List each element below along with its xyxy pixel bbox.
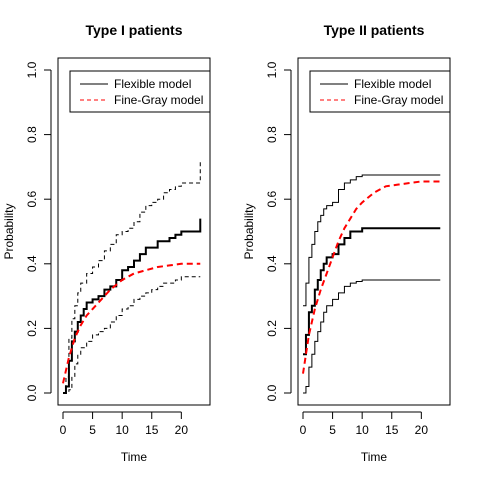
legend: Flexible model Fine-Gray model — [309, 70, 451, 113]
x-tick-label: 0 — [300, 423, 307, 437]
y-tick-label: 0.8 — [25, 126, 39, 143]
y-tick-label: 1.0 — [25, 61, 39, 78]
y-tick-label: 0.6 — [25, 191, 39, 208]
legend-box — [309, 70, 451, 113]
legend-label: Fine-Gray model — [354, 93, 443, 107]
y-tick-label: 0.2 — [265, 320, 279, 337]
chart-title: Type II patients — [324, 22, 425, 38]
x-tick-label: 10 — [355, 423, 369, 437]
series-line-flexible-upper — [63, 160, 201, 394]
y-tick-label: 0.4 — [25, 255, 39, 272]
x-tick-label: 15 — [145, 423, 159, 437]
y-axis: 0.0 0.2 0.4 0.6 0.8 1.0 Probability — [2, 61, 52, 401]
x-axis: 0 5 10 15 20 Time — [300, 411, 429, 464]
x-axis-label: Time — [361, 450, 388, 464]
y-tick-label: 0.0 — [265, 384, 279, 401]
series-group — [302, 174, 441, 394]
series-line-flexible-upper — [303, 174, 441, 307]
x-tick-label: 0 — [60, 423, 67, 437]
chart-title: Type I patients — [86, 22, 183, 38]
x-tick-label: 20 — [175, 423, 189, 437]
plot-frame — [297, 57, 451, 406]
legend-label: Flexible model — [354, 77, 431, 91]
y-axis-label: Probability — [2, 203, 16, 259]
y-axis: 0.0 0.2 0.4 0.6 0.8 1.0 Probability — [242, 61, 292, 401]
x-tick-label: 15 — [385, 423, 399, 437]
series-line-fine-gray — [302, 180, 441, 374]
series-line-flexible-lower — [63, 276, 201, 394]
legend: Flexible model Fine-Gray model — [69, 70, 211, 113]
x-tick-label: 5 — [89, 423, 96, 437]
series-line-flexible-lower — [303, 279, 441, 394]
plot-frame — [57, 57, 211, 406]
y-tick-label: 0.8 — [265, 126, 279, 143]
legend-box — [69, 70, 211, 113]
y-tick-label: 1.0 — [265, 61, 279, 78]
y-tick-label: 0.6 — [265, 191, 279, 208]
x-tick-label: 10 — [115, 423, 129, 437]
x-axis: 0 5 10 15 20 Time — [60, 411, 189, 464]
y-tick-label: 0.4 — [265, 255, 279, 272]
y-tick-label: 0.2 — [25, 320, 39, 337]
legend-label: Flexible model — [114, 77, 191, 91]
legend-label: Fine-Gray model — [114, 93, 203, 107]
y-tick-label: 0.0 — [25, 384, 39, 401]
series-line-fine-gray — [62, 262, 201, 384]
x-axis-label: Time — [121, 450, 148, 464]
x-tick-label: 5 — [329, 423, 336, 437]
series-group — [62, 160, 202, 394]
y-axis-label: Probability — [242, 203, 256, 259]
x-tick-label: 20 — [415, 423, 429, 437]
chart-panel-2: Type II patients 0 5 10 15 20 Time 0.0 0.2 0.4 0.6… — [242, 22, 451, 464]
series-line-flexible — [303, 227, 441, 356]
